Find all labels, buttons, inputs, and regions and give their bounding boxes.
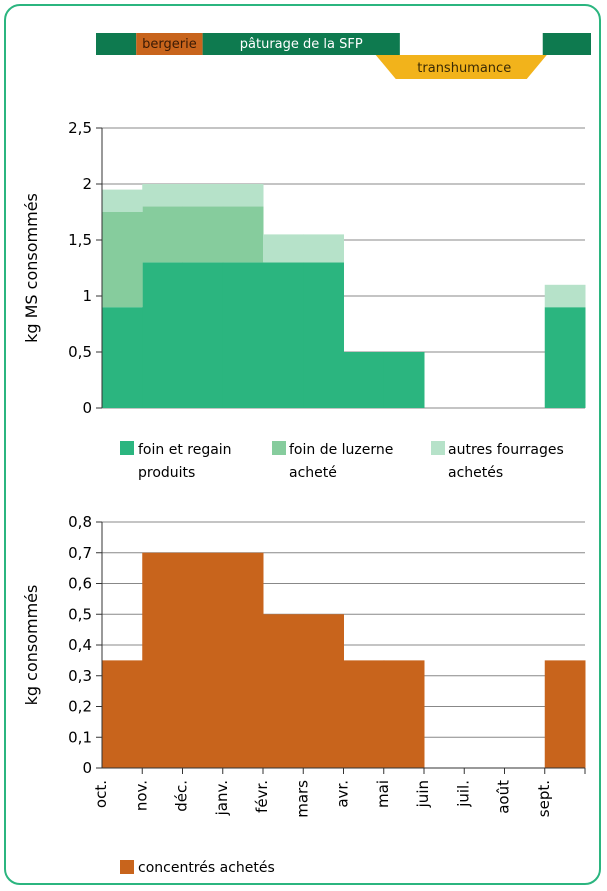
y-tick-label: 0 (82, 759, 92, 777)
bar-concentres-achetes (263, 614, 304, 768)
bar-autres-fourrages-achetes (142, 184, 183, 207)
bar-foin-et-regain-produits (544, 307, 586, 408)
bar-concentres-achetes (303, 614, 344, 768)
x-tick-label: mai (374, 780, 392, 808)
bar-autres-fourrages-achetes (263, 234, 304, 263)
y-tick-label: 0,4 (68, 636, 92, 654)
timeline-segment (96, 33, 137, 55)
bar-foin-de-luzerne-achete (102, 212, 143, 308)
legend-label: foin de luzerne (289, 442, 393, 458)
x-tick-label: oct. (92, 780, 110, 808)
y-tick-label: 0 (82, 399, 92, 417)
bar-concentres-achetes (182, 552, 224, 768)
bar-concentres-achetes (102, 660, 143, 768)
legend-label: acheté (289, 465, 337, 481)
timeline-label: pâturage de la SFP (240, 37, 363, 52)
y-tick-label: 0,6 (68, 575, 92, 593)
timeline-label: bergerie (142, 37, 197, 52)
y-tick-label: 0,2 (68, 698, 92, 716)
legend-swatch (431, 441, 445, 455)
bar-foin-de-luzerne-achete (222, 206, 264, 263)
bar-concentres-achetes (544, 660, 586, 768)
y-axis-label: kg consommés (22, 585, 41, 706)
bar-autres-fourrages-achetes (544, 284, 586, 308)
x-tick-label: mars (293, 780, 311, 818)
y-tick-label: 1,5 (68, 231, 92, 249)
bar-foin-de-luzerne-achete (182, 206, 224, 263)
bar-concentres-achetes (383, 660, 425, 768)
bar-autres-fourrages-achetes (303, 234, 344, 263)
x-tick-label: déc. (173, 780, 191, 812)
x-tick-label: juil. (454, 780, 472, 808)
bar-foin-et-regain-produits (102, 307, 143, 408)
bar-foin-et-regain-produits (263, 262, 304, 408)
x-tick-label: avr. (334, 780, 352, 808)
legend-swatch (272, 441, 286, 455)
bar-autres-fourrages-achetes (102, 189, 143, 212)
transhumance-band (375, 55, 547, 79)
x-tick-label: janv. (213, 780, 231, 816)
x-tick-label: juin (414, 780, 432, 808)
legend-swatch (120, 441, 134, 455)
y-tick-label: 0,5 (68, 605, 92, 623)
timeline-segment (542, 33, 591, 55)
x-tick-label: févr. (253, 780, 271, 813)
chart-frame (4, 4, 601, 885)
bar-foin-de-luzerne-achete (142, 206, 183, 263)
timeline-segment (136, 33, 203, 55)
x-tick-label: nov. (132, 780, 150, 811)
bar-concentres-achetes (343, 660, 385, 768)
legend-label: produits (138, 465, 195, 481)
x-tick-label: août (495, 780, 513, 814)
bar-foin-et-regain-produits (383, 352, 425, 408)
y-tick-label: 0,1 (68, 728, 92, 746)
bar-foin-et-regain-produits (182, 262, 224, 408)
legend-label: concentrés achetés (138, 860, 275, 876)
y-tick-label: 2 (82, 175, 92, 193)
y-tick-label: 1 (82, 287, 92, 305)
y-tick-label: 0,7 (68, 544, 92, 562)
bar-foin-et-regain-produits (222, 262, 264, 408)
bar-autres-fourrages-achetes (182, 184, 224, 207)
transhumance-label: transhumance (417, 61, 511, 76)
legend-label: foin et regain (138, 442, 232, 458)
timeline-segment (202, 33, 400, 55)
y-tick-label: 0,8 (68, 513, 92, 531)
legend-label: autres fourrages (448, 442, 564, 458)
bar-foin-et-regain-produits (343, 352, 385, 408)
y-tick-label: 2,5 (68, 119, 92, 137)
bar-concentres-achetes (222, 552, 264, 768)
legend-swatch (120, 860, 134, 874)
y-tick-label: 0,5 (68, 343, 92, 361)
y-tick-label: 0,3 (68, 667, 92, 685)
bar-foin-et-regain-produits (303, 262, 344, 408)
bar-foin-et-regain-produits (142, 262, 183, 408)
bar-autres-fourrages-achetes (222, 184, 264, 207)
bar-concentres-achetes (142, 552, 183, 768)
y-axis-label: kg MS consommés (22, 193, 41, 343)
legend-label: achetés (448, 465, 503, 481)
x-tick-label: sept. (535, 780, 553, 817)
